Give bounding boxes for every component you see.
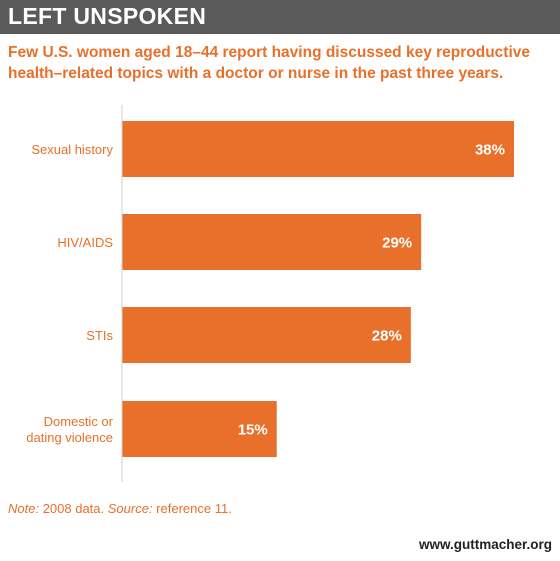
bar-value-label: 29% <box>382 235 412 252</box>
source-text: reference 11. <box>152 501 232 516</box>
category-label: Sexual history <box>31 142 113 157</box>
category-label: STIs <box>86 328 113 343</box>
bar-0 <box>122 121 514 177</box>
bar-2 <box>122 307 411 363</box>
bar-chart: 38% Sexual history 29% HIV/AIDS 28% STIs 15% Do… <box>26 105 514 482</box>
bar-value-label: 38% <box>475 142 505 159</box>
note: Note: 2008 data. Source: reference 11. <box>8 501 232 516</box>
category-label-line: HIV/AIDS <box>57 235 113 250</box>
bar-value-label: 28% <box>372 328 402 345</box>
category-label: Domestic or dating violence <box>26 414 113 445</box>
category-label-line: dating violence <box>26 430 113 445</box>
bar-3 <box>122 401 277 457</box>
title-bar: LEFT UNSPOKEN <box>0 0 560 34</box>
bars-layer: 38% Sexual history 29% HIV/AIDS 28% STIs 15% Do… <box>26 121 514 457</box>
source-label: Source: <box>107 501 153 516</box>
category-label-line: STIs <box>86 328 113 343</box>
site-url[interactable]: www.guttmacher.org <box>418 537 552 552</box>
chart-title: LEFT UNSPOKEN <box>8 3 207 29</box>
category-label: HIV/AIDS <box>57 235 113 250</box>
note-text: 2008 data. <box>39 501 108 516</box>
bar-1 <box>122 214 422 270</box>
chart-subtitle: Few U.S. women aged 18–44 report having … <box>8 44 531 82</box>
bar-value-label: 15% <box>238 422 268 439</box>
note-label: Note: <box>8 501 40 516</box>
category-label-line: Domestic or <box>44 414 114 429</box>
category-label-line: Sexual history <box>31 142 113 157</box>
